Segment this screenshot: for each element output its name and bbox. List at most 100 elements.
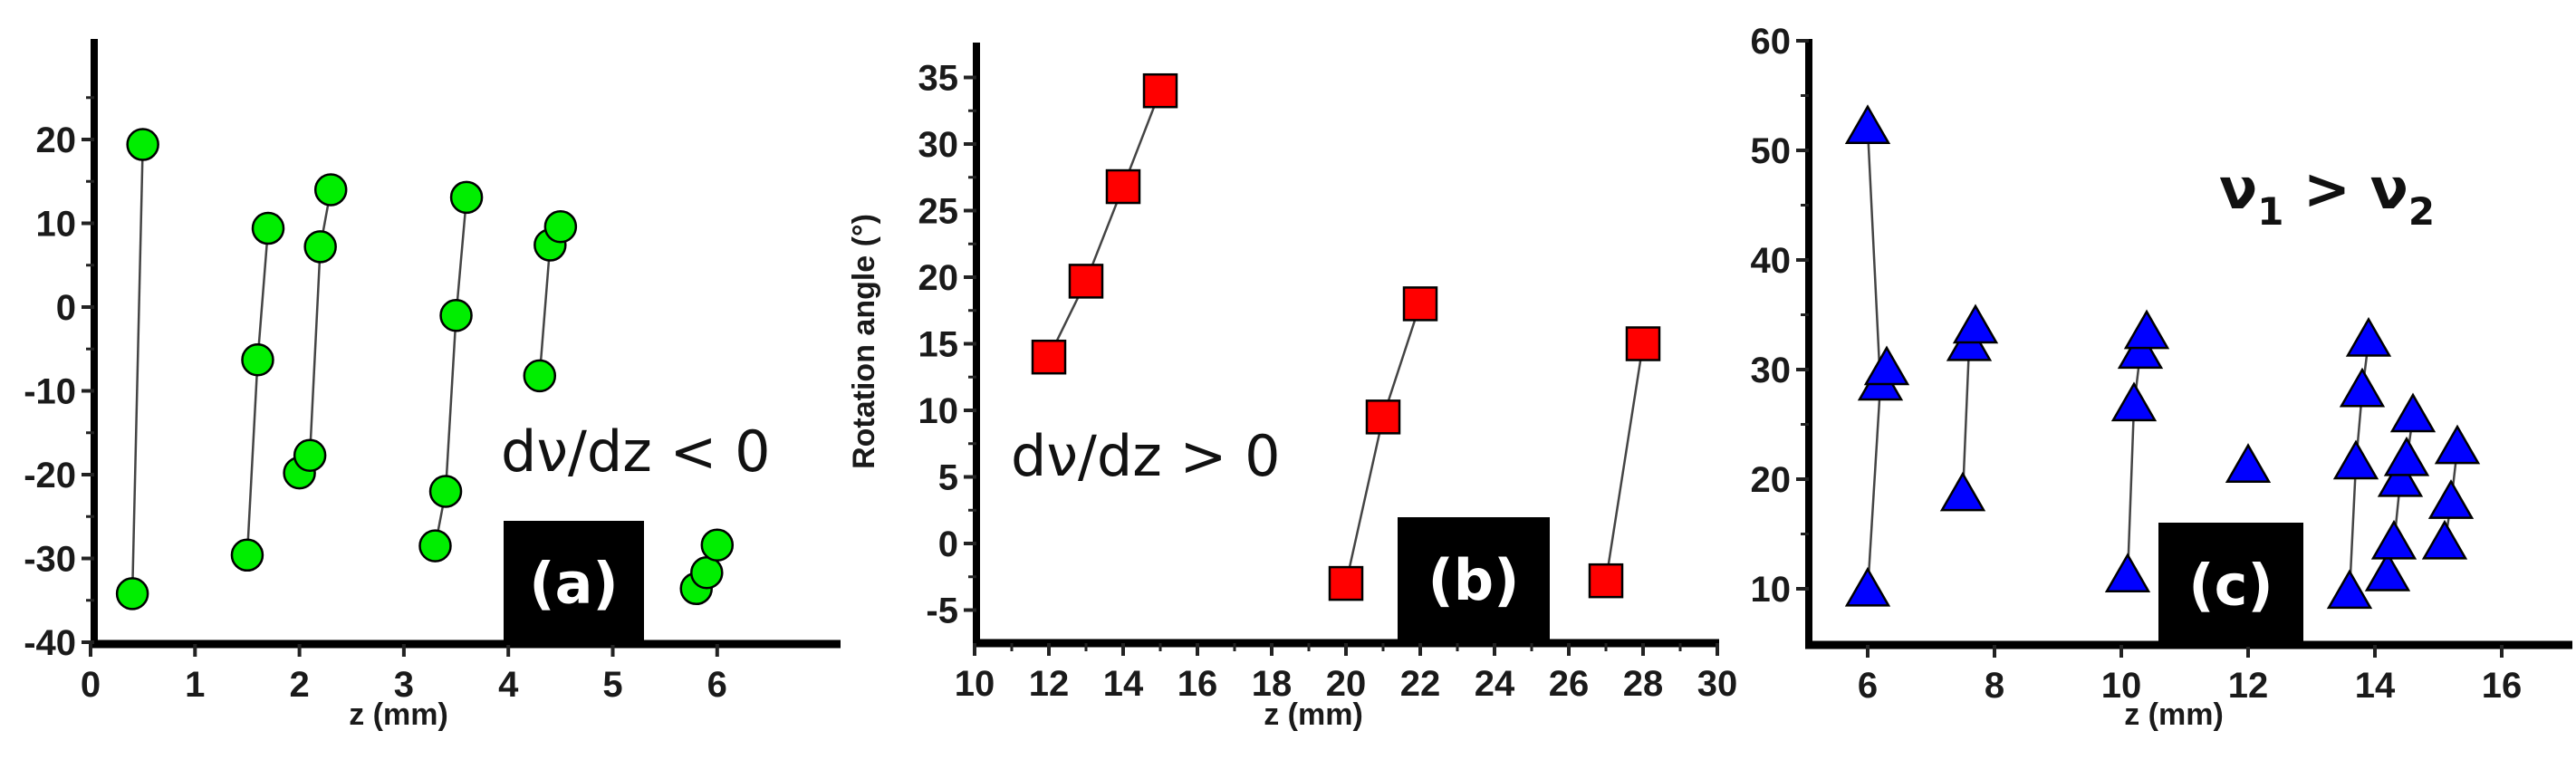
y-tick-label: -10 <box>24 372 76 412</box>
x-tick-label: 30 <box>1697 664 1738 704</box>
connector-line <box>1344 417 1385 584</box>
triangle-marker <box>2383 436 2430 476</box>
square-marker <box>1105 168 1141 205</box>
triangle-marker <box>2332 439 2379 480</box>
y-tick-label: -5 <box>926 591 958 631</box>
circle-marker <box>523 359 557 393</box>
x-tick-label: 8 <box>1985 666 2004 706</box>
square-marker <box>1588 563 1624 599</box>
circle-marker <box>126 128 159 161</box>
triangle-marker <box>2110 381 2158 422</box>
connector-line <box>1866 128 1882 386</box>
y-tick-label: 0 <box>56 288 76 328</box>
triangle-marker <box>2117 329 2164 370</box>
y-tick-label: 10 <box>1751 570 1792 610</box>
circle-marker <box>690 555 724 590</box>
triangle-marker <box>1863 345 1910 386</box>
greater-than: > <box>2283 156 2369 222</box>
x-tick-label: 6 <box>707 665 727 705</box>
triangle-marker <box>2370 519 2417 560</box>
y-tick-label: 10 <box>918 391 959 431</box>
subscript-1: 1 <box>2257 189 2283 234</box>
triangle-marker <box>2123 309 2170 350</box>
x-tick-label: 2 <box>289 665 309 705</box>
y-tick-label: 15 <box>918 325 959 365</box>
x-tick-label: 6 <box>1858 666 1878 706</box>
x-tick-label: 0 <box>81 665 101 705</box>
y-tick-label: 40 <box>1751 241 1792 281</box>
triangle-marker <box>2339 367 2386 408</box>
y-tick-label: 60 <box>1751 22 1792 62</box>
square-marker <box>1142 72 1178 109</box>
x-tick-label: 12 <box>1029 664 1070 704</box>
square-marker <box>1068 264 1104 299</box>
panel-label: (b) <box>1427 547 1519 613</box>
square-marker <box>1625 326 1661 361</box>
circle-marker <box>293 438 327 472</box>
y-tick-label: 20 <box>36 120 77 160</box>
y-tick-label: 30 <box>918 125 959 165</box>
circle-marker <box>115 577 149 611</box>
connector-line <box>256 227 270 361</box>
x-tick-label: 10 <box>2101 666 2142 706</box>
triangle-marker <box>1952 303 1999 344</box>
x-tick-label: 4 <box>498 665 519 705</box>
panel-b: -5 0 5 10 15 20 25 30 35 10 12 14 16 18 20 22 24 26 28 30 z … <box>847 43 1737 732</box>
connector-line <box>444 315 457 492</box>
connector-line <box>1381 303 1422 418</box>
y-axis-title: Rotation angle (°) <box>847 214 881 469</box>
circle-marker <box>700 528 735 562</box>
circle-marker <box>439 299 473 332</box>
connector-line <box>1604 343 1645 582</box>
annotation-text: ν1 > ν2 <box>2219 156 2435 234</box>
x-axis-title: z (mm) <box>2124 697 2224 732</box>
x-tick-label: 24 <box>1475 664 1515 704</box>
x-tick-label: 12 <box>2228 666 2269 706</box>
circle-marker <box>313 173 348 207</box>
x-tick-label: 18 <box>1252 664 1293 704</box>
x-tick-label: 26 <box>1549 664 1590 704</box>
x-axis-title: z (mm) <box>349 697 448 732</box>
connector-line <box>245 360 259 555</box>
circle-marker <box>418 529 452 563</box>
y-tick-label: 20 <box>918 258 959 298</box>
panel-label-box <box>504 521 644 645</box>
triangle-marker <box>2434 424 2481 465</box>
triangle-marker <box>2421 519 2468 560</box>
circle-marker <box>251 211 285 245</box>
circle-marker <box>543 209 578 244</box>
circle-marker <box>241 343 274 377</box>
x-axis-title: z (mm) <box>1264 697 1363 732</box>
circle-marker <box>449 180 484 215</box>
triangle-marker <box>1844 566 1891 607</box>
y-tick-label: -20 <box>24 456 76 495</box>
triangle-marker <box>2345 317 2392 357</box>
x-tick-label: 28 <box>1623 664 1664 704</box>
triangle-marker <box>2389 392 2437 433</box>
panel-a: -40 -30 -20 -10 0 10 20 0 1 2 3 4 5 6 z (mm) (a) dν/dz <… <box>24 39 841 732</box>
x-tick-label: 14 <box>1103 664 1144 704</box>
y-tick-label: 35 <box>918 59 959 99</box>
square-marker <box>1365 399 1401 435</box>
annotation-text: dν/dz > 0 <box>1011 423 1281 489</box>
connector-line <box>538 245 552 376</box>
subscript-2: 2 <box>2408 189 2435 234</box>
circle-marker <box>303 230 337 264</box>
y-tick-label: 20 <box>1751 460 1792 500</box>
y-tick-label: 25 <box>918 192 959 232</box>
annotation-text: dν/dz < 0 <box>501 418 771 485</box>
circle-marker <box>428 475 463 508</box>
x-tick-label: 5 <box>602 665 622 705</box>
y-tick-label: -30 <box>24 540 76 580</box>
x-tick-label: 14 <box>2355 666 2396 706</box>
x-tick-label: 3 <box>394 665 414 705</box>
y-tick-label: -40 <box>24 623 76 663</box>
y-tick-label: 10 <box>36 205 77 245</box>
nu-symbol: ν <box>2370 156 2408 222</box>
square-marker <box>1328 565 1364 601</box>
triangle-marker <box>1939 471 1986 512</box>
x-tick-label: 22 <box>1400 664 1441 704</box>
x-tick-label: 16 <box>1177 664 1218 704</box>
